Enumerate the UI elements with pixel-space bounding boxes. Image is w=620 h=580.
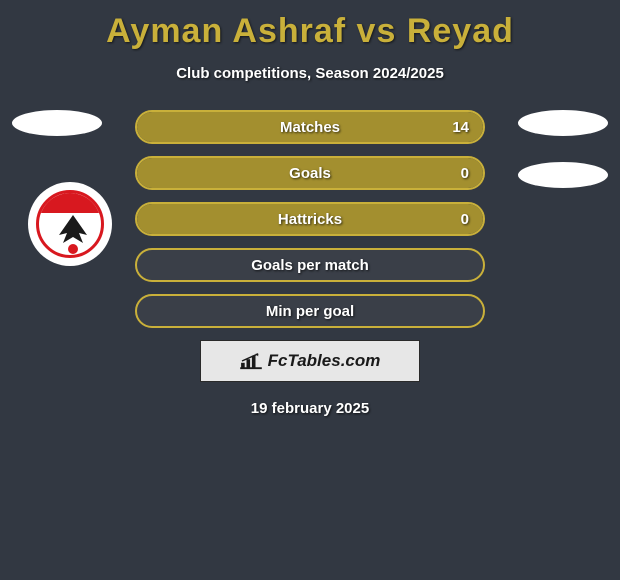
bar-label: Min per goal xyxy=(266,303,354,320)
bar-chart-icon xyxy=(240,352,262,370)
page-title: Ayman Ashraf vs Reyad xyxy=(0,0,620,51)
bar-value: 0 xyxy=(461,165,469,182)
bar-value: 14 xyxy=(452,119,469,136)
bar-label: Goals xyxy=(289,165,331,182)
subtitle: Club competitions, Season 2024/2025 xyxy=(0,65,620,82)
date-label: 19 february 2025 xyxy=(0,400,620,417)
stat-bar-goals: Goals 0 xyxy=(135,156,485,190)
player-oval-right-2 xyxy=(518,162,608,188)
bar-label: Goals per match xyxy=(251,257,369,274)
content-area: Matches 14 Goals 0 Hattricks 0 Goals per… xyxy=(0,110,620,417)
club-badge-inner xyxy=(36,190,104,258)
player-oval-right-1 xyxy=(518,110,608,136)
brand-text: FcTables.com xyxy=(268,351,381,371)
bar-label: Matches xyxy=(280,119,340,136)
stat-bar-hattricks: Hattricks 0 xyxy=(135,202,485,236)
stat-bar-goals-per-match: Goals per match xyxy=(135,248,485,282)
bar-label: Hattricks xyxy=(278,211,342,228)
player-oval-left xyxy=(12,110,102,136)
brand-box[interactable]: FcTables.com xyxy=(200,340,420,382)
club-badge xyxy=(28,182,112,266)
bar-value: 0 xyxy=(461,211,469,228)
eagle-icon xyxy=(39,193,104,258)
stat-bars: Matches 14 Goals 0 Hattricks 0 Goals per… xyxy=(135,110,485,328)
stat-bar-min-per-goal: Min per goal xyxy=(135,294,485,328)
stat-bar-matches: Matches 14 xyxy=(135,110,485,144)
